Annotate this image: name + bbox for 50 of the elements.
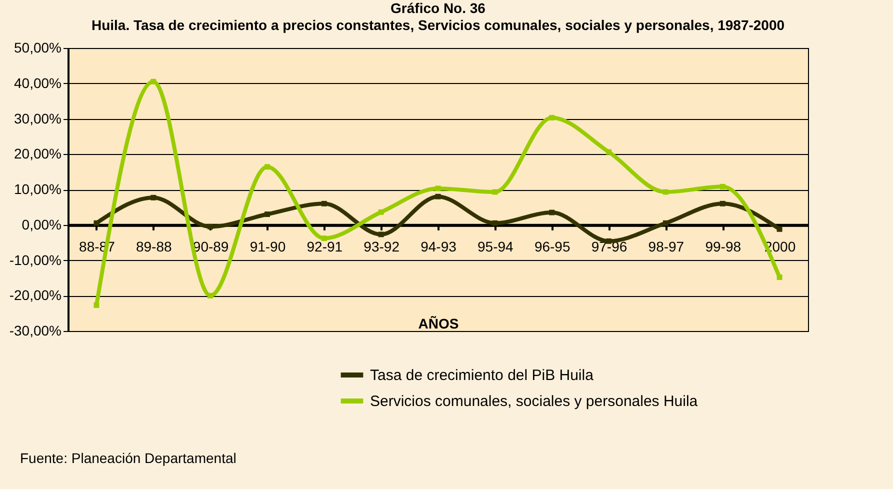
point (662, 189, 668, 195)
legend-label: Tasa de crecimiento del PiB Huila (370, 367, 594, 384)
source-note: Fuente: Planeación Departamental (20, 450, 236, 466)
point (150, 78, 156, 84)
legend-label: Servicios comunales, sociales y personales Huila (370, 393, 698, 410)
x-axis-title: AÑOS (418, 316, 459, 332)
point (549, 210, 555, 216)
x-tick-label: 99-98 (705, 238, 742, 254)
y-tick-label: -30,00% (9, 322, 62, 338)
y-tick-label: 30,00% (14, 110, 62, 126)
point (606, 149, 612, 155)
point (94, 220, 100, 226)
point (321, 200, 327, 206)
point (776, 226, 782, 232)
x-tick-label: 95-94 (478, 238, 514, 254)
point (435, 186, 441, 192)
y-tick-label: 10,00% (14, 181, 62, 197)
point (321, 236, 327, 242)
point (264, 164, 270, 170)
y-tick-label: 20,00% (14, 146, 62, 162)
x-tick-label: 91-90 (250, 238, 286, 254)
point (720, 184, 726, 190)
point (264, 212, 270, 217)
x-tick-label: 98-97 (648, 238, 684, 254)
y-tick-label: 50,00% (14, 40, 62, 56)
point (378, 209, 384, 215)
x-tick-label: 93-92 (364, 238, 400, 254)
y-tick-label: -20,00% (9, 287, 62, 304)
chart-title: Gráfico No. 36 (390, 0, 486, 16)
point (492, 220, 498, 226)
point (150, 194, 156, 200)
x-tick-label: 89-88 (136, 238, 172, 254)
x-tick-label: 92-91 (306, 238, 343, 254)
point (378, 232, 384, 238)
point (492, 189, 498, 195)
y-tick-label: 0,00% (22, 216, 62, 232)
point (435, 194, 441, 200)
point (776, 274, 782, 280)
x-tick-label: 90-89 (192, 238, 229, 254)
x-tick-label: 97-96 (591, 238, 628, 254)
point (208, 292, 214, 298)
x-tick-label: 96-95 (534, 238, 570, 254)
chart-subtitle: Huila. Tasa de crecimiento a precios constantes, Servicios comunales, sociales y personales, 1987-2000 (91, 17, 785, 33)
point (662, 220, 668, 226)
point (549, 114, 555, 120)
point (720, 200, 726, 206)
y-tick-label: 40,00% (14, 74, 62, 91)
y-tick-label: -10,00% (9, 252, 62, 268)
x-tick-label: 94-93 (420, 238, 457, 254)
point (94, 302, 100, 308)
